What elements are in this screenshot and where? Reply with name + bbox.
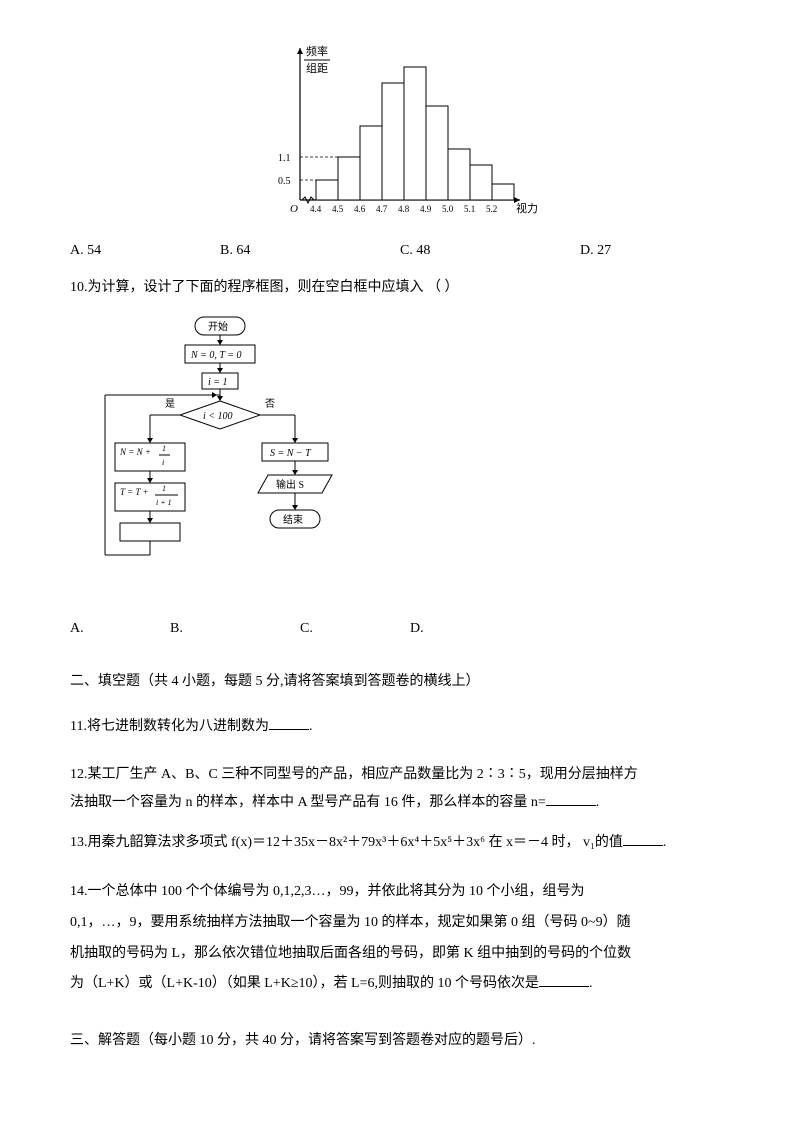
ytick-0: 0.5	[278, 176, 291, 187]
svg-text:4.8: 4.8	[398, 204, 410, 214]
q10-opt-b: B.	[170, 618, 300, 640]
fc-cond: i < 100	[203, 411, 233, 422]
x-axis-label: 视力	[516, 201, 538, 215]
histogram-container: 频率 组距 O 1.1 0.5 4.4 4.5	[70, 40, 730, 220]
q9-opt-d: D. 27	[580, 240, 611, 262]
svg-text:5.1: 5.1	[464, 204, 475, 214]
fc-init: N = 0, T = 0	[190, 350, 242, 361]
q9-opt-c: C. 48	[400, 240, 580, 262]
q12: 12.某工厂生产 A、B、C 三种不同型号的产品，相应产品数量比为 2∶3∶5，…	[70, 761, 730, 817]
origin-label: O	[290, 203, 298, 215]
svg-text:i: i	[162, 458, 164, 467]
q13-text: 13.用秦九韶算法求多项式 f(x)＝12＋35x－8x²＋79x³＋6x⁴＋5…	[70, 835, 623, 850]
fc-no: 否	[265, 398, 275, 410]
q13-end: .	[663, 835, 667, 850]
svg-text:4.9: 4.9	[420, 204, 432, 214]
ytick-1: 1.1	[278, 153, 291, 164]
svg-text:4.5: 4.5	[332, 204, 344, 214]
flowchart-container: 开始 N = 0, T = 0 i = 1 i < 100 是 否	[100, 315, 730, 603]
q10-opt-d: D.	[410, 618, 424, 640]
q11: 11.将七进制数转化为八进制数为.	[70, 713, 730, 741]
q9-opt-a: A. 54	[70, 240, 220, 262]
q12-blank	[546, 792, 596, 806]
q14: 14.一个总体中 100 个个体编号为 0,1,2,3…，99，并依此将其分为 …	[70, 877, 730, 1000]
q13: 13.用秦九韶算法求多项式 f(x)＝12＋35x－8x²＋79x³＋6x⁴＋5…	[70, 829, 730, 857]
svg-text:1: 1	[162, 444, 166, 453]
y-label-bottom: 组距	[306, 61, 328, 75]
svg-text:5.2: 5.2	[486, 204, 497, 214]
q9-opt-b: B. 64	[220, 240, 400, 262]
q10-opt-c: C.	[300, 618, 410, 640]
fc-i-init: i = 1	[208, 377, 228, 388]
q14-l1: 14.一个总体中 100 个个体编号为 0,1,2,3…，99，并依此将其分为 …	[70, 884, 585, 899]
svg-text:4.7: 4.7	[376, 204, 388, 214]
section2-title: 二、填空题（共 4 小题，每题 5 分,请将答案填到答题卷的横线上）	[70, 671, 730, 693]
fc-blank	[120, 523, 180, 541]
fc-output: 输出 S	[276, 478, 304, 491]
svg-text:4.4: 4.4	[310, 204, 322, 214]
y-label-top: 频率	[306, 44, 328, 58]
q11-end: .	[309, 719, 313, 734]
q12-l2: 法抽取一个容量为 n 的样本，样本中 A 型号产品有 16 件，那么样本的容量 …	[70, 795, 546, 810]
svg-text:1: 1	[162, 484, 166, 493]
q14-l2: 0,1，…，9，要用系统抽样方法抽取一个容量为 10 的样本，规定如果第 0 组…	[70, 915, 631, 930]
q12-end: .	[596, 795, 600, 810]
histogram-svg: 频率 组距 O 1.1 0.5 4.4 4.5	[260, 40, 540, 220]
histogram-bars	[316, 67, 514, 200]
x-ticks: 4.4 4.5 4.6 4.7 4.8 4.9 5.0 5.1 5.2	[310, 204, 497, 214]
q11-text: 11.将七进制数转化为八进制数为	[70, 719, 269, 734]
fc-s: S = N − T	[270, 448, 312, 459]
flowchart-svg: 开始 N = 0, T = 0 i = 1 i < 100 是 否	[100, 315, 360, 595]
q10-opt-a: A.	[70, 618, 170, 640]
q13-blank	[623, 832, 663, 846]
q12-l1: 12.某工厂生产 A、B、C 三种不同型号的产品，相应产品数量比为 2∶3∶5，…	[70, 767, 638, 782]
q14-l3: 机抽取的号码为 L，那么依次错位地抽取后面各组的号码，即第 K 组中抽到的号码的…	[70, 946, 631, 961]
q10-text: 10.为计算，设计了下面的程序框图，则在空白框中应填入 （ ）	[70, 277, 730, 299]
q11-blank	[269, 716, 309, 730]
q14-l4: 为（L+K）或（L+K-10）（如果 L+K≥10），若 L=6,则抽取的 10…	[70, 976, 539, 991]
svg-text:i + 1: i + 1	[156, 498, 172, 507]
q14-end: .	[589, 976, 593, 991]
q14-blank	[539, 973, 589, 987]
q9-options: A. 54 B. 64 C. 48 D. 27	[70, 240, 730, 262]
q10-options: A. B. C. D.	[70, 618, 730, 640]
fc-yes: 是	[165, 398, 175, 410]
svg-text:5.0: 5.0	[442, 204, 454, 214]
section3-title: 三、解答题（每小题 10 分，共 40 分，请将答案写到答题卷对应的题号后）.	[70, 1030, 730, 1052]
fc-end: 结束	[283, 513, 303, 526]
svg-text:T = T +: T = T +	[120, 487, 149, 497]
svg-text:N = N +: N = N +	[119, 447, 151, 457]
svg-text:4.6: 4.6	[354, 204, 366, 214]
fc-start: 开始	[208, 320, 228, 333]
